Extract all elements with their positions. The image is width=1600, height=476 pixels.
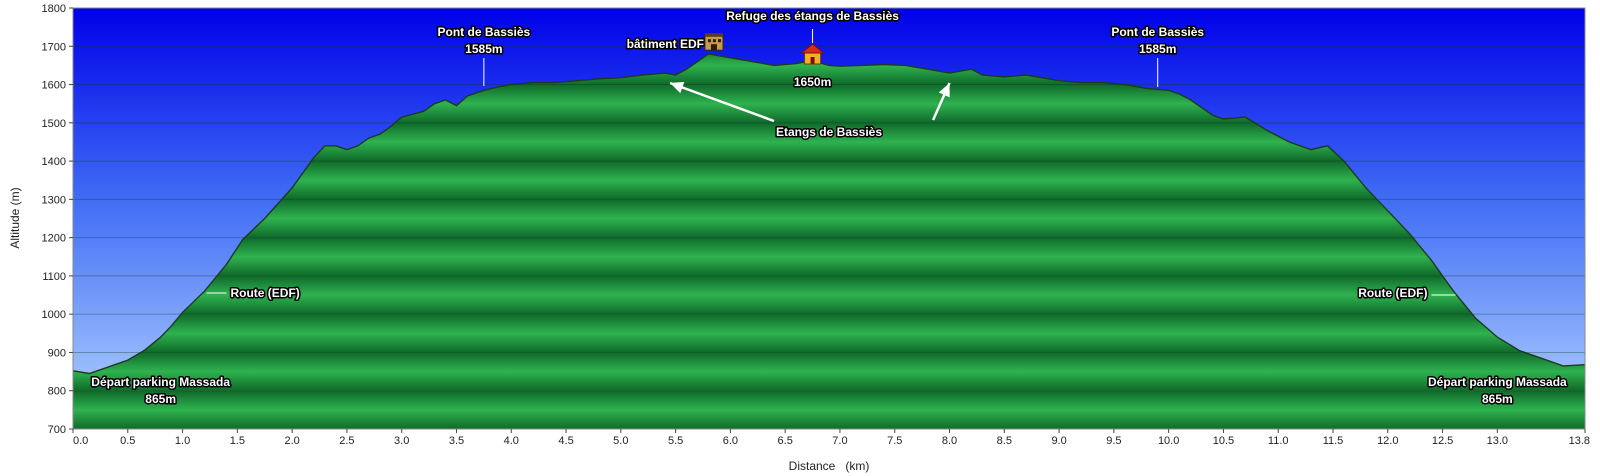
elevation-profile-line [72,53,1586,375]
x-tick-label: 2.5 [339,435,354,447]
x-tick-label: 3.5 [449,435,464,447]
refuge-hut-icon [800,43,825,65]
annotation-text: Refuge des étangs de Bassiès [726,9,899,23]
y-tick-label: 1700 [42,41,66,53]
x-axis-label: Distance (km) [789,459,870,473]
annotation: Départ parking Massada 865m [1426,374,1568,408]
x-tick-label: 5.0 [613,435,628,447]
x-tick-label: 9.5 [1106,435,1121,447]
x-tick-label: 7.5 [887,435,902,447]
annotation: 1650m [792,74,832,91]
y-tick-label: 1800 [42,3,66,15]
annotation-text: 1585m [465,42,502,56]
x-tick-label: 2.0 [284,435,299,447]
elevation-band [73,237,1585,276]
annotation-text: Route (EDF) [230,286,299,300]
x-tick-label: 8.5 [997,435,1012,447]
x-tick-label: 9.0 [1051,435,1066,447]
x-tick-label: 8.0 [942,435,957,447]
x-tick-label: 6.5 [778,435,793,447]
annotation-text: 1650m [794,75,831,89]
x-tick-label: 13.8 [1569,435,1590,447]
x-tick-label: 1.5 [230,435,245,447]
x-tick-label: 6.0 [723,435,738,447]
annotation: bâtiment EDF [625,36,705,53]
annotation-text: Route (EDF) [1358,286,1427,300]
arrow-icon [931,82,951,121]
x-tick-label: 0.5 [120,435,135,447]
annotation: Route (EDF) [229,285,301,302]
y-tick-label: 1200 [42,233,66,245]
annotation-text: 865m [1482,392,1513,406]
y-tick-label: 700 [48,424,66,436]
y-tick-label: 1500 [42,118,66,130]
x-tick-label: 4.5 [558,435,573,447]
x-tick-label: 11.0 [1268,435,1289,447]
annotation-text: Départ parking Massada [1428,375,1567,389]
annotation-text: Etangs de Bassiès [776,125,882,139]
annotation-text: 865m [145,392,176,406]
elevation-band [73,352,1585,391]
annotation: Départ parking Massada 865m [90,374,232,408]
x-tick-label: 12.5 [1432,435,1453,447]
arrow-icon [669,81,775,123]
annotation-text: Pont de Bassiès [1111,25,1204,39]
elevation-band [73,314,1585,353]
y-tick-label: 1000 [42,309,66,321]
x-tick-label: 11.5 [1323,435,1344,447]
x-tick-label: 4.0 [504,435,519,447]
annotation: Pont de Bassiès 1585m [436,24,532,58]
annotation-text: bâtiment EDF [627,37,704,51]
y-tick-label: 800 [48,386,66,398]
annotation: Etangs de Bassiès [774,124,883,141]
elevation-band [73,161,1585,200]
x-tick-label: 1.0 [175,435,190,447]
elevation-band [73,390,1585,429]
y-tick-label: 1600 [42,80,66,92]
x-tick-label: 12.0 [1377,435,1398,447]
x-tick-label: 10.0 [1158,435,1179,447]
y-axis-label: Altitude (m) [8,187,22,248]
building-icon [704,33,724,51]
x-tick-label: 7.0 [832,435,847,447]
y-tick-label: 1100 [42,271,66,283]
plot-frame [72,7,1586,430]
annotation: Refuge des étangs de Bassiès [725,8,901,25]
y-tick-label: 1300 [42,194,66,206]
elevation-band [73,275,1585,315]
annotation: Pont de Bassiès 1585m [1110,24,1206,58]
x-tick-label: 3.0 [394,435,409,447]
x-tick-label: 13.0 [1487,435,1508,447]
y-tick-label: 900 [48,347,66,359]
annotation-text: Pont de Bassiès [438,25,531,39]
y-tick-label: 1400 [42,156,66,168]
x-tick-label: 5.5 [668,435,683,447]
elevation-band [73,199,1585,238]
x-tick-label: 0.0 [73,435,88,447]
annotation: Route (EDF) [1357,285,1429,302]
annotation-text: Départ parking Massada [91,375,230,389]
x-tick-label: 10.5 [1213,435,1234,447]
annotation-text: 1585m [1139,42,1176,56]
